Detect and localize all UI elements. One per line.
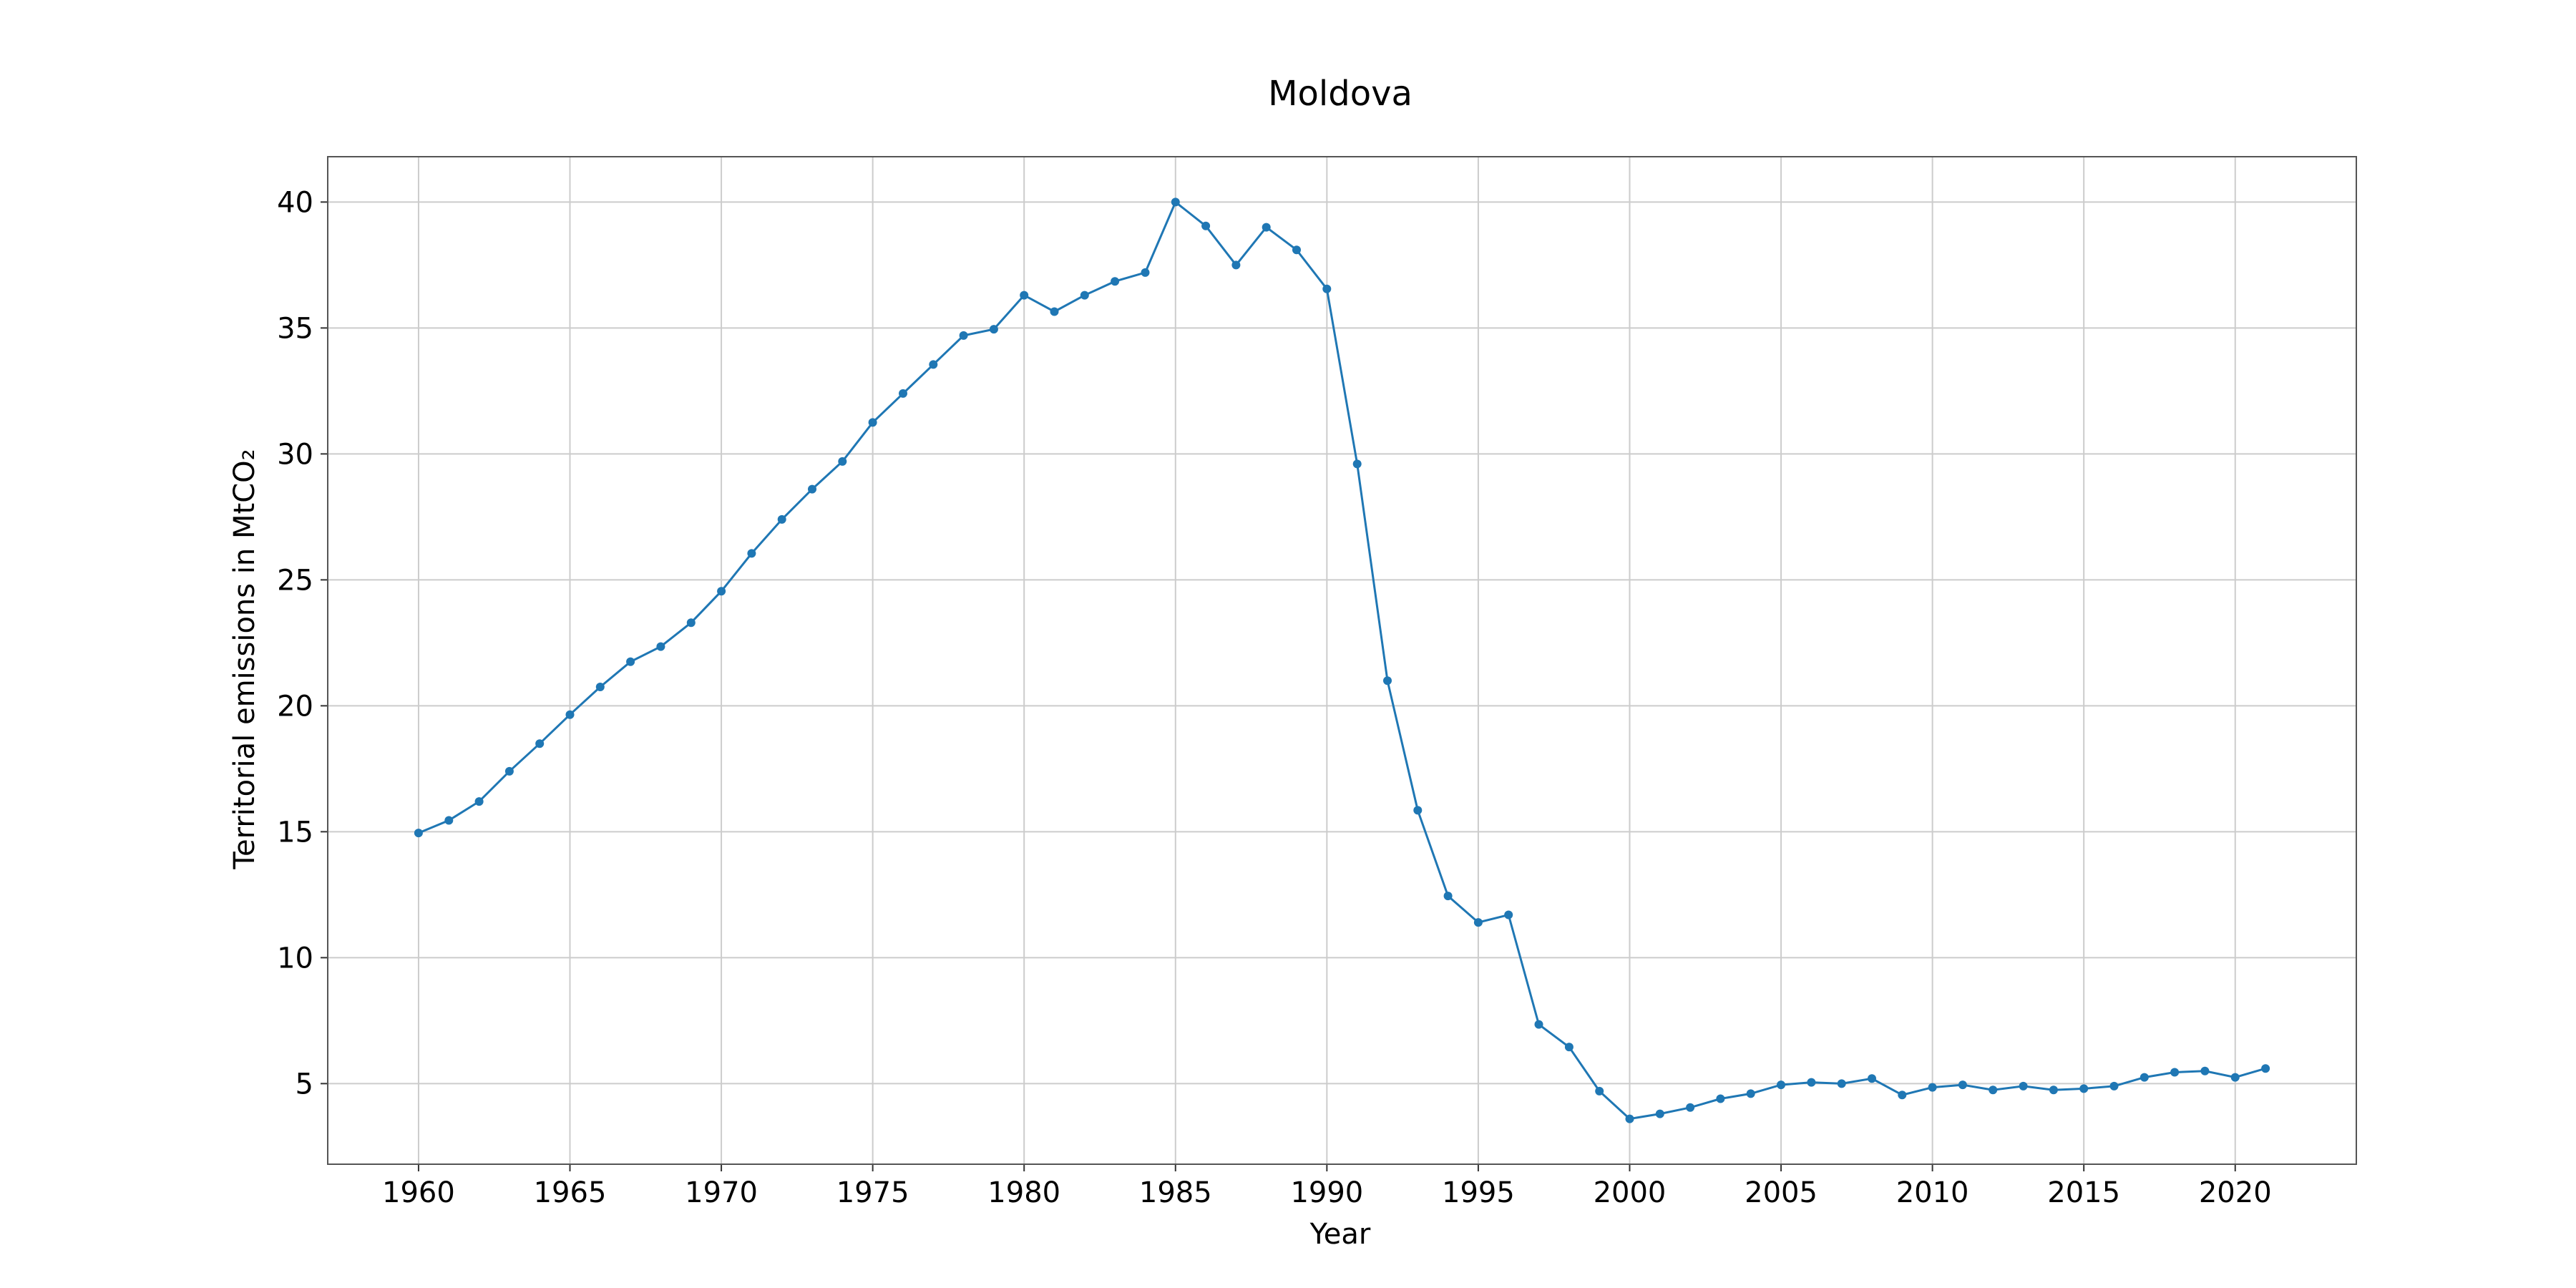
data-point — [1020, 291, 1029, 300]
data-point — [1534, 1020, 1543, 1029]
data-point — [1958, 1080, 1967, 1090]
data-point — [1837, 1079, 1846, 1088]
data-point — [2049, 1085, 2058, 1095]
y-axis-label: Territorial emissions in MtCO₂ — [228, 449, 261, 869]
data-point — [1868, 1074, 1876, 1083]
data-point — [565, 710, 575, 719]
data-point — [808, 484, 816, 494]
x-tick-label: 2000 — [1594, 1176, 1667, 1209]
data-point — [2019, 1081, 2028, 1091]
data-point — [1352, 459, 1362, 469]
x-tick-label: 2020 — [2199, 1176, 2272, 1209]
data-point — [2109, 1081, 2119, 1091]
data-point — [444, 816, 454, 825]
data-point — [2261, 1064, 2270, 1073]
data-point — [1262, 223, 1271, 232]
y-tick-label: 35 — [277, 312, 313, 345]
x-tick-label: 1960 — [382, 1176, 455, 1209]
data-point — [747, 549, 756, 558]
data-point — [929, 360, 938, 369]
data-point — [1655, 1109, 1664, 1118]
data-point — [717, 587, 726, 596]
y-tick-label: 15 — [277, 816, 313, 849]
data-point — [2200, 1066, 2210, 1075]
y-tick-label: 20 — [277, 690, 313, 723]
x-tick-label: 1995 — [1442, 1176, 1515, 1209]
data-point — [595, 683, 605, 691]
data-point — [1777, 1080, 1785, 1090]
data-point — [1504, 910, 1513, 919]
data-point — [1171, 197, 1180, 207]
data-point — [656, 642, 665, 651]
chart-title: Moldova — [1268, 74, 1413, 114]
x-tick-label: 1970 — [685, 1176, 758, 1209]
data-point — [1443, 892, 1453, 901]
x-tick-label: 2015 — [2047, 1176, 2120, 1209]
data-point — [1625, 1114, 1634, 1123]
x-tick-label: 1990 — [1290, 1176, 1363, 1209]
data-point — [1292, 245, 1301, 255]
data-point — [838, 457, 847, 466]
data-point — [1080, 291, 1089, 300]
data-point — [1807, 1078, 1816, 1087]
data-point — [2170, 1068, 2180, 1077]
data-point — [899, 389, 907, 398]
data-point — [1111, 277, 1120, 286]
data-point — [2079, 1084, 2089, 1093]
x-tick-label: 1985 — [1139, 1176, 1212, 1209]
data-point — [2140, 1073, 2149, 1082]
x-axis-label: Year — [1309, 1218, 1371, 1251]
x-tick-label: 2010 — [1896, 1176, 1969, 1209]
y-tick-label: 40 — [277, 186, 313, 219]
grid-lines — [328, 157, 2356, 1164]
x-axis-ticks: 1960 1965 1970 1975 1980 1985 1990 1995 2000 2005… — [382, 1164, 2272, 1209]
data-point — [1564, 1043, 1574, 1052]
y-axis-ticks: 5 10 15 20 25 30 35 40 — [277, 186, 328, 1101]
data-point — [959, 331, 968, 340]
data-point — [1928, 1083, 1937, 1092]
y-tick-label: 10 — [277, 942, 313, 975]
data-point — [2230, 1073, 2240, 1082]
data-point — [474, 797, 484, 806]
x-tick-label: 1975 — [836, 1176, 909, 1209]
data-point — [1746, 1089, 1755, 1098]
data-point — [1989, 1085, 1998, 1095]
x-tick-label: 2005 — [1745, 1176, 1818, 1209]
data-point — [1413, 806, 1423, 815]
data-point — [414, 829, 423, 838]
data-point — [1716, 1094, 1725, 1103]
data-point — [535, 739, 545, 748]
data-point — [777, 514, 786, 524]
data-point — [1141, 268, 1150, 277]
x-tick-label: 1980 — [987, 1176, 1060, 1209]
y-tick-label: 30 — [277, 438, 313, 471]
data-point — [1898, 1091, 1907, 1100]
data-point — [626, 657, 635, 666]
data-point — [868, 418, 877, 427]
data-point — [1595, 1086, 1604, 1096]
data-point — [686, 618, 696, 628]
data-point — [989, 325, 998, 334]
y-tick-label: 25 — [277, 564, 313, 597]
plot-area-frame — [327, 156, 2357, 1165]
data-point — [1322, 284, 1332, 293]
data-point — [1050, 307, 1059, 316]
x-tick-label: 1965 — [534, 1176, 607, 1209]
series-line — [418, 200, 2266, 1121]
y-tick-label: 5 — [296, 1068, 313, 1101]
series-emissions — [414, 197, 2270, 1123]
data-point — [504, 766, 514, 776]
data-point — [1383, 676, 1392, 686]
data-point — [1473, 918, 1483, 927]
data-point — [1201, 221, 1211, 230]
data-point — [1686, 1103, 1695, 1112]
data-point — [1231, 260, 1241, 270]
